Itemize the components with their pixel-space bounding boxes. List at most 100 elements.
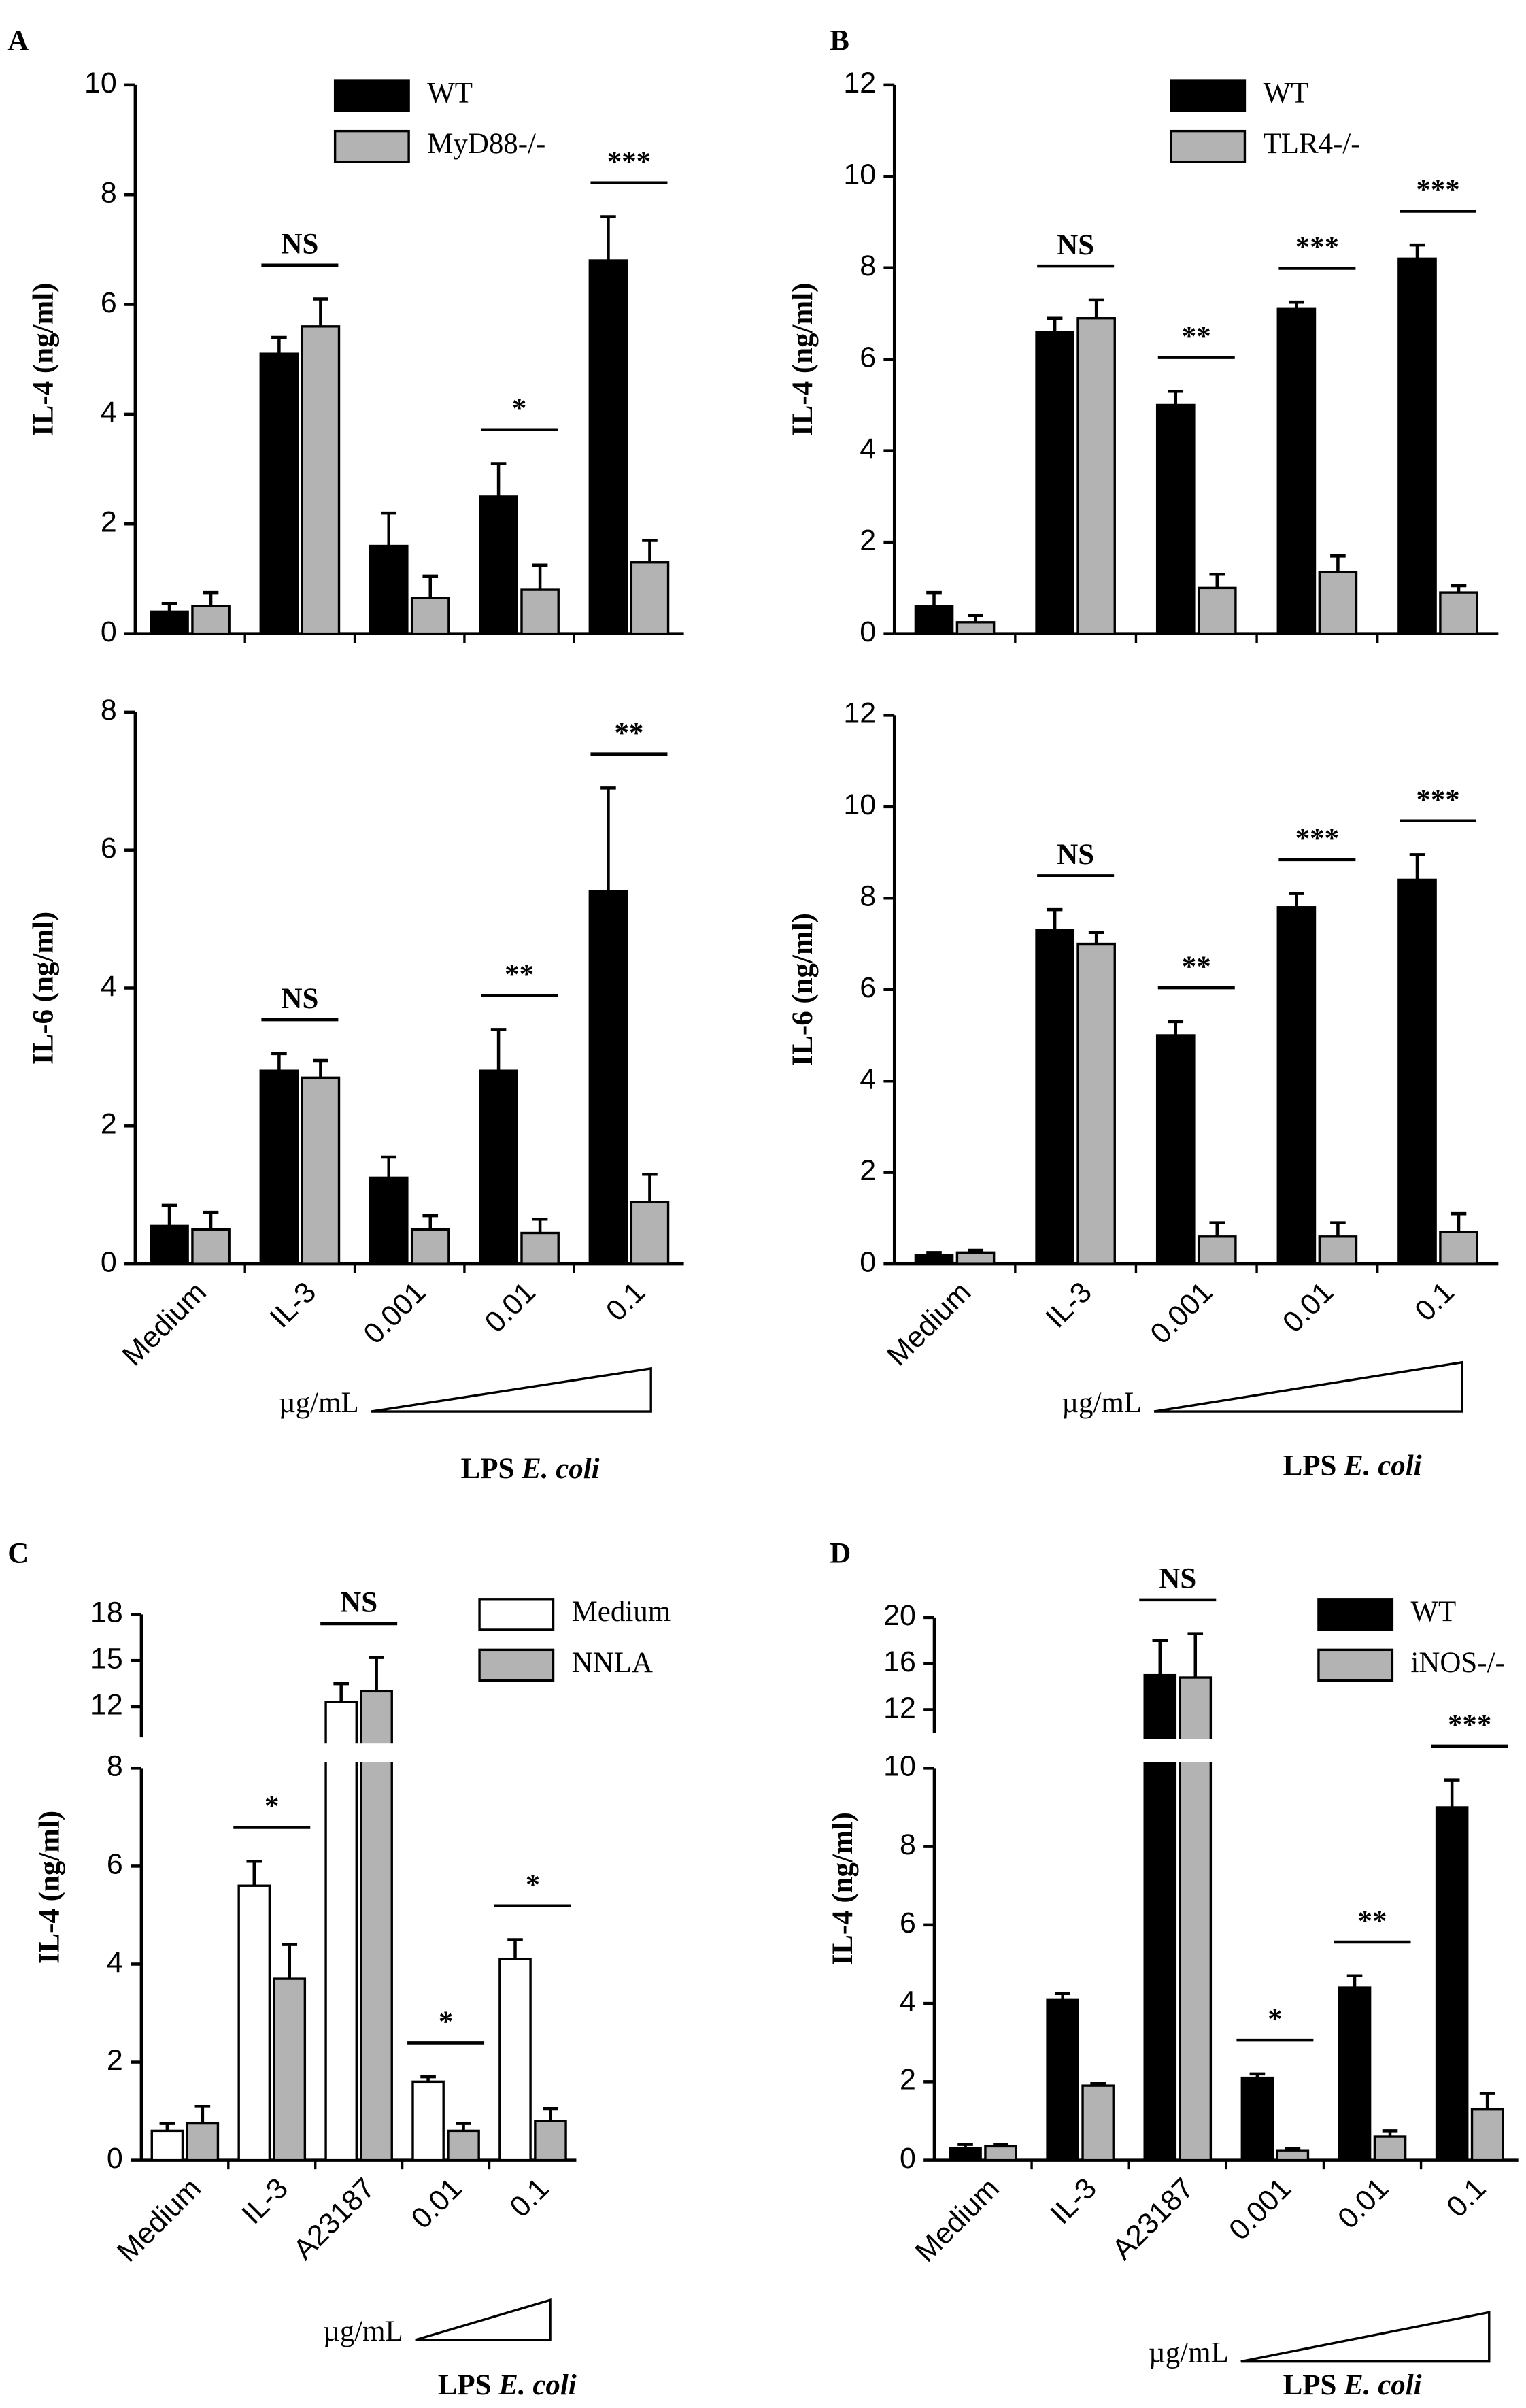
bar [1197,1235,1237,1265]
bar [1435,1806,1469,2162]
bar [498,1958,532,2162]
y-tick-label: 10 [883,1750,916,1783]
y-tick-label: 6 [860,341,876,374]
significance-label: *** [1448,1709,1491,1741]
bar [1397,878,1437,1265]
significance-label: *** [607,146,651,178]
axis-break [129,1743,577,1762]
x-group-label: LPS E. coli [1283,1450,1422,1482]
bar [479,1069,518,1265]
legend-swatch [1170,79,1247,112]
x-tick-label: IL-3 [264,1275,322,1334]
bar [588,890,628,1265]
bar [324,1701,358,2162]
x-tick-label: 0.01 [1332,2172,1395,2235]
y-tick-label: 6 [900,1907,916,1939]
x-tick-label: 0.1 [1440,2172,1492,2224]
y-tick-label: 10 [843,788,876,821]
y-tick-label: 0 [101,1245,117,1278]
y-tick-label: 12 [843,697,876,730]
significance-label: NS [340,1587,377,1619]
bar [1338,1986,1372,2162]
y-tick-label: 0 [860,616,876,648]
y-tick-label: 2 [900,2064,916,2096]
y-tick-label: 15 [90,1643,123,1675]
y-tick-label: 6 [860,971,876,1004]
significance-label: ** [1182,320,1211,352]
y-tick-label: 8 [860,250,876,282]
x-tick-label: 0.1 [504,2172,556,2224]
concentration-wedge [1153,1360,1463,1413]
legend-swatch [1317,1648,1394,1682]
x-tick-label: 0.001 [1144,1275,1219,1350]
y-tick-label: 0 [860,1245,876,1278]
y-tick-label: 4 [860,433,876,465]
significance-label: *** [1416,784,1459,816]
y-tick-label: 18 [90,1596,123,1629]
x-note: µg/mL [1149,2337,1229,2369]
y-tick-label: 8 [101,177,117,210]
y-tick-label: 2 [860,1154,876,1187]
x-group-italic: E. coli [521,1453,600,1485]
y-tick-label: 10 [84,67,117,99]
legend-swatch [478,1598,555,1631]
bar [630,1201,670,1265]
bar [520,1231,560,1265]
bar [534,2120,567,2162]
bar [411,2080,445,2162]
bar [259,352,299,635]
axis-break [921,1739,1519,1762]
y-tick-label: 2 [860,524,876,556]
x-note: µg/mL [279,1387,359,1419]
y-tick-label: 2 [107,2044,123,2077]
bar [447,2129,480,2162]
bar [1197,586,1237,635]
bar [1276,307,1317,635]
bar [369,1176,409,1265]
bar [301,325,341,635]
x-tick-label: 0.01 [405,2172,469,2235]
y-tick-label: 4 [101,396,117,429]
y-axis-label: IL-4 (ng/ml) [827,1812,859,1965]
bar [273,1977,307,2162]
bar [360,1690,393,2162]
bar [588,259,628,635]
y-tick-label: 0 [107,2142,123,2175]
bar [1439,1231,1478,1265]
y-axis-label: IL-4 (ng/ml) [28,283,60,436]
significance-label: * [512,393,526,425]
y-tick-label: 12 [883,1692,916,1724]
bar [1318,571,1358,635]
x-tick-label: IL-3 [1040,1275,1098,1334]
y-tick-label: 16 [883,1645,916,1678]
bar [1155,403,1196,635]
x-tick-label: A23187 [287,2172,382,2267]
x-note: µg/mL [1062,1387,1142,1419]
bar [1439,591,1478,635]
panel-letter: C [7,1537,29,1569]
x-group-text: LPS [438,2369,492,2401]
bar [369,544,409,635]
legend-label: WT [1264,78,1309,110]
bar [914,1253,954,1265]
legend-label: iNOS-/- [1411,1647,1505,1679]
x-tick-label: 0.1 [1409,1275,1461,1327]
x-group-text: LPS [461,1453,515,1485]
x-group-label: LPS E. coli [1283,2369,1422,2401]
bar [1318,1235,1358,1265]
bar [1076,942,1116,1265]
x-group-label: LPS E. coli [438,2369,577,2401]
bar [1276,906,1317,1265]
significance-label: NS [281,983,318,1015]
concentration-wedge [1240,2311,1491,2363]
x-tick-label: Medium [909,2172,1006,2269]
x-note: µg/mL [323,2315,403,2347]
x-group-text: LPS [1283,1450,1337,1482]
significance-label: ** [1358,1905,1387,1937]
bar [301,1076,341,1265]
bar [1373,2135,1407,2162]
panel-letter: B [830,25,849,57]
y-axis-label: IL-4 (ng/ml) [787,283,819,436]
bar [410,597,450,635]
y-tick-label: 8 [860,880,876,913]
